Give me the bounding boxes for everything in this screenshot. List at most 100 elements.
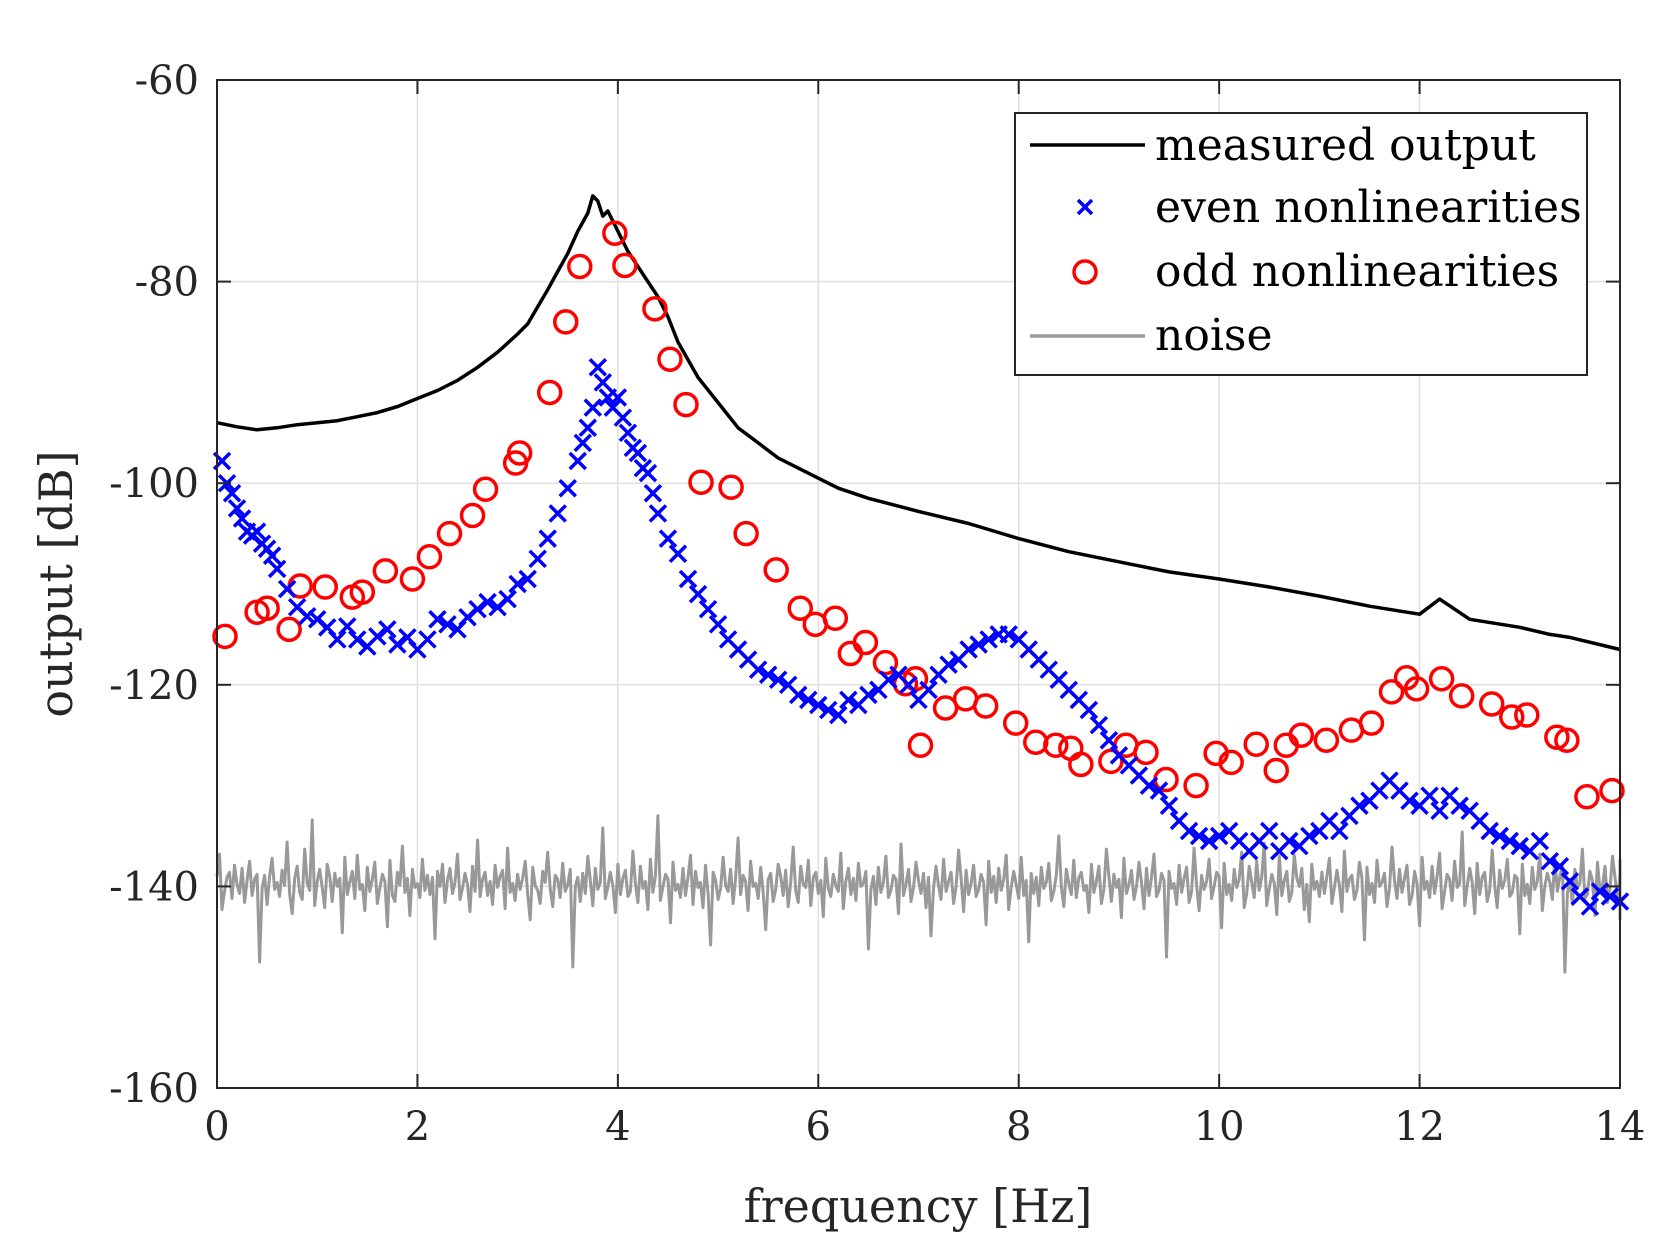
- even-point: [378, 620, 397, 639]
- even-point: [1490, 826, 1509, 846]
- odd-point: [733, 520, 759, 547]
- even-point: [528, 549, 547, 569]
- even-point: [1149, 781, 1169, 800]
- odd-point: [312, 574, 338, 600]
- noise-series: [215, 814, 1622, 974]
- plot-frame: [216, 79, 1621, 1089]
- y-tick-label: -120: [109, 663, 199, 709]
- odd-point: [657, 346, 683, 372]
- even-point: [758, 665, 778, 684]
- even-point: [583, 398, 603, 417]
- even-point: [1179, 821, 1199, 841]
- odd-point: [472, 476, 499, 502]
- odd-point: [1313, 727, 1340, 753]
- odd-point: [1448, 683, 1475, 709]
- odd-point: [436, 520, 463, 547]
- odd-point: [1068, 751, 1094, 778]
- odd-point: [718, 474, 744, 500]
- even-point: [548, 504, 567, 523]
- odd-point: [612, 252, 638, 279]
- odd-point: [399, 566, 426, 592]
- even-point: [508, 574, 527, 594]
- legend-swatch-even: [1076, 198, 1094, 216]
- odd-point: [1218, 749, 1244, 776]
- even-point: [698, 599, 718, 619]
- even-point: [819, 700, 838, 720]
- even-point: [277, 579, 297, 599]
- even-point: [1209, 826, 1229, 846]
- even-point: [959, 640, 978, 659]
- even-point: [468, 599, 487, 619]
- even-point: [1260, 821, 1279, 841]
- odd-point: [972, 693, 999, 719]
- x-tick-label: 10: [1194, 1104, 1245, 1150]
- even-point: [618, 423, 638, 443]
- even-point: [1079, 700, 1099, 720]
- even-point: [388, 635, 407, 654]
- x-tick-label: 0: [204, 1104, 229, 1150]
- even-point: [232, 509, 252, 528]
- odd-point: [688, 469, 714, 495]
- even-point: [1530, 831, 1550, 851]
- even-point: [438, 615, 457, 634]
- odd-point: [567, 253, 593, 280]
- legend-label-odd: odd nonlinearities: [1155, 246, 1559, 297]
- even-point: [708, 615, 728, 634]
- even-point: [418, 630, 437, 649]
- y-tick-label: -140: [109, 864, 199, 910]
- y-tick-label: -60: [135, 58, 199, 104]
- even-point: [899, 675, 918, 695]
- odd-point: [932, 695, 959, 721]
- odd-point: [822, 605, 849, 632]
- even-point: [1350, 796, 1369, 815]
- odd-point: [1478, 691, 1505, 717]
- even-point: [573, 433, 593, 453]
- even-point: [1330, 821, 1349, 841]
- even-point: [262, 546, 282, 566]
- even-point: [1580, 897, 1600, 916]
- odd-point: [1183, 772, 1209, 799]
- x-tick-label: 4: [605, 1104, 630, 1150]
- even-point: [478, 592, 497, 612]
- even-point: [578, 418, 598, 437]
- odd-point: [459, 502, 486, 529]
- odd-point: [416, 544, 443, 570]
- even-point: [839, 690, 858, 710]
- even-point: [688, 584, 708, 604]
- even-point: [1159, 796, 1179, 815]
- even-point: [1540, 851, 1560, 871]
- odd-point: [1428, 666, 1455, 692]
- x-tick-label: 2: [405, 1104, 430, 1150]
- even-point: [1420, 786, 1439, 805]
- y-tick-label: -80: [135, 260, 199, 306]
- even-point: [1139, 776, 1159, 795]
- odd-point: [552, 309, 579, 335]
- even-point: [939, 655, 958, 674]
- even-point: [1189, 826, 1209, 846]
- x-axis-label: frequency [Hz]: [744, 1179, 1093, 1233]
- even-point: [227, 499, 247, 518]
- even-point: [538, 529, 557, 548]
- even-point: [222, 484, 242, 503]
- x-tick-label: 12: [1394, 1104, 1445, 1150]
- odd-point: [1554, 727, 1580, 753]
- even-point: [1500, 831, 1519, 851]
- odd-point: [1243, 731, 1269, 758]
- y-tick-label: -160: [109, 1066, 199, 1112]
- even-point: [1450, 796, 1469, 815]
- even-point: [1510, 836, 1530, 856]
- odd-point: [763, 557, 789, 583]
- odd-point: [1002, 710, 1029, 736]
- legend-label-measured: measured output: [1155, 120, 1536, 171]
- noise-line: [215, 814, 1622, 974]
- even-point: [799, 690, 818, 710]
- odd-point: [276, 616, 302, 643]
- even-point: [348, 630, 367, 649]
- even-point: [1089, 715, 1109, 735]
- odd-point: [1378, 679, 1405, 705]
- even-point: [859, 685, 878, 705]
- odd-point: [1544, 724, 1570, 750]
- y-axis-label: output [dB]: [29, 450, 83, 717]
- even-point: [267, 559, 287, 579]
- odd-point: [1263, 757, 1290, 784]
